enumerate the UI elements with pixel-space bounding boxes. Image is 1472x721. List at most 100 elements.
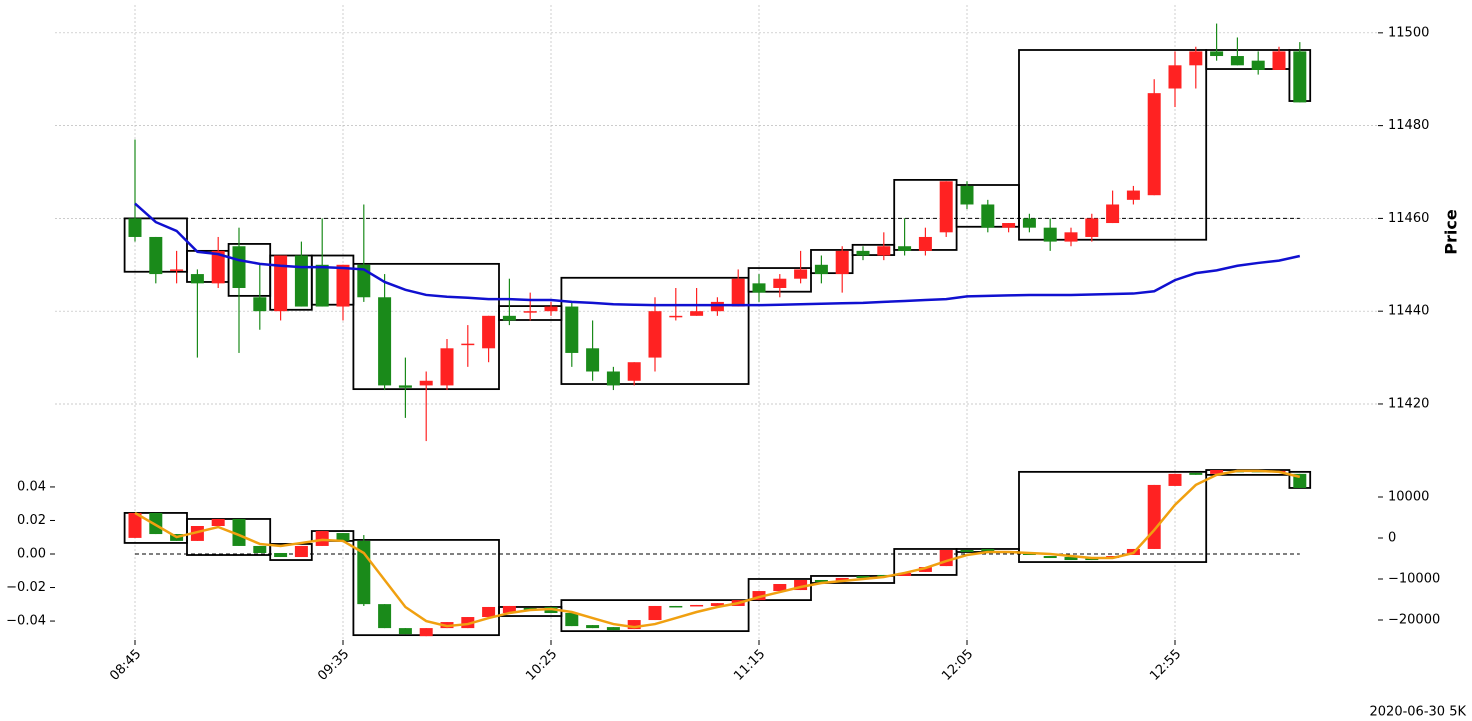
candle-body <box>170 269 184 271</box>
x-tick-label: 10:25 <box>523 647 560 684</box>
candle-body <box>752 283 766 293</box>
zone-box <box>810 249 854 275</box>
x-tick-label: 11:15 <box>731 647 768 684</box>
candle-body <box>1043 227 1057 242</box>
candle-body <box>232 518 246 546</box>
candle-body <box>419 628 433 637</box>
y-tick-label: 11480 <box>1388 118 1429 133</box>
candle-body <box>315 264 329 307</box>
candle-body <box>794 579 808 591</box>
candle-body <box>482 606 496 618</box>
candle-body <box>1064 557 1078 561</box>
y2-tick-label: −20000 <box>1388 613 1440 628</box>
candle-body <box>461 617 475 629</box>
candle-body <box>627 620 641 630</box>
candle-body <box>1147 93 1161 196</box>
y-tick-label: 0.02 <box>17 513 46 528</box>
candle-body <box>419 380 433 386</box>
candle-body <box>773 584 787 592</box>
candle-body <box>1293 51 1307 103</box>
candle-body <box>211 250 225 284</box>
candle-body <box>1189 51 1203 66</box>
candle-body <box>274 255 288 312</box>
candle-body <box>586 348 600 372</box>
zone-box <box>1018 470 1208 563</box>
y2-tick-label: 0 <box>1388 530 1396 545</box>
x-tick-label: 09:35 <box>315 647 352 684</box>
candle-body <box>1147 484 1161 549</box>
candle-body <box>690 311 704 316</box>
y-tick-label: 11460 <box>1388 211 1429 226</box>
candle-body <box>856 250 870 256</box>
candle-body <box>398 628 412 635</box>
candle-body <box>1293 473 1307 488</box>
candle-body <box>710 301 724 312</box>
candle-body <box>544 306 558 312</box>
candle-body <box>149 236 163 275</box>
candle-body <box>669 605 683 608</box>
y-tick-label: −0.04 <box>6 614 46 629</box>
candle-body <box>1022 218 1036 228</box>
candle-body <box>1043 556 1057 559</box>
candle-body <box>482 315 496 349</box>
candle-body <box>898 246 912 251</box>
candle-body <box>898 572 912 576</box>
candle-body <box>1210 51 1224 57</box>
candle-body <box>1168 65 1182 89</box>
candle-body <box>960 549 974 552</box>
y-tick-label: −0.02 <box>6 580 46 595</box>
candle-body <box>877 246 891 256</box>
candle-body <box>565 613 579 627</box>
candle-body <box>856 575 870 578</box>
candle-body <box>773 278 787 288</box>
candle-body <box>960 185 974 205</box>
candle-body <box>128 218 142 237</box>
candle-body <box>731 278 745 307</box>
candle-body <box>315 531 329 546</box>
candle-body <box>523 311 537 313</box>
candle-body <box>939 181 953 233</box>
candle-body <box>294 255 308 307</box>
candle-body <box>378 297 392 386</box>
candle-body <box>1168 473 1182 486</box>
candle-body <box>1002 223 1016 228</box>
candle-body <box>294 545 308 558</box>
y-tick-label: 11440 <box>1388 304 1429 319</box>
candle-body <box>232 246 246 288</box>
x-tick-label: 12:05 <box>939 647 976 684</box>
candle-body <box>1210 470 1224 474</box>
y-tick-label: 0.00 <box>17 547 46 562</box>
candle-body <box>253 545 267 553</box>
y2-tick-label: −10000 <box>1388 571 1440 586</box>
candle-body <box>378 604 392 629</box>
candle-body <box>565 306 579 353</box>
candle-body <box>627 362 641 381</box>
candle-body <box>1230 56 1244 66</box>
candle-body <box>814 579 828 582</box>
candle-body <box>918 567 932 572</box>
candle-body <box>752 591 766 601</box>
candle-body <box>1126 190 1140 200</box>
y-tick-label: 11420 <box>1388 396 1429 411</box>
candle-body <box>814 264 828 275</box>
candle-body <box>648 311 662 358</box>
candle-body <box>502 315 516 321</box>
candle-body <box>690 604 704 607</box>
zone-box <box>352 262 500 391</box>
zone-box <box>560 276 750 385</box>
candle-body <box>149 512 163 535</box>
candle-body <box>1189 472 1203 475</box>
candle-body <box>981 548 995 551</box>
candle-body <box>1085 218 1099 237</box>
zone-box <box>1018 49 1208 241</box>
zone-box <box>747 578 812 602</box>
candle-body <box>190 274 204 284</box>
x-tick-label: 12:55 <box>1147 647 1184 684</box>
x-tick-label: 08:45 <box>107 647 144 684</box>
candle-body <box>336 533 350 541</box>
indicator-line <box>134 469 1301 629</box>
candle-body <box>440 348 454 386</box>
candle-body <box>606 371 620 386</box>
footer: 2020-06-30 5K <box>1370 705 1467 720</box>
